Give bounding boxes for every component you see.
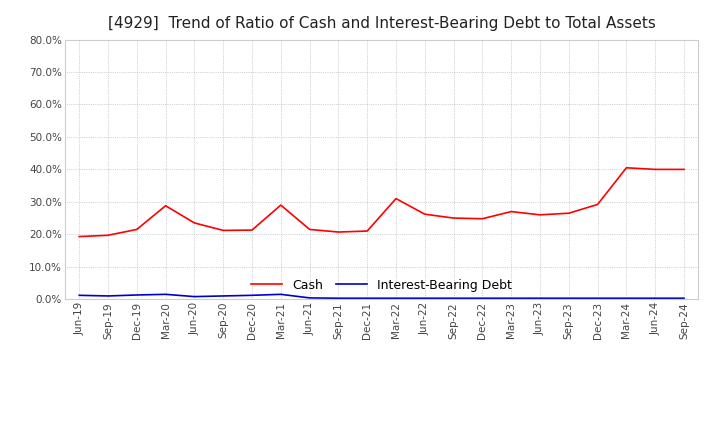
- Interest-Bearing Debt: [132, 292, 141, 297]
- Line: Cash: Cash: [79, 168, 684, 237]
- Cash: [161, 203, 170, 209]
- Cash: [75, 234, 84, 239]
- Interest-Bearing Debt: [363, 296, 372, 301]
- Interest-Bearing Debt: [564, 296, 573, 301]
- Interest-Bearing Debt: [248, 293, 256, 298]
- Interest-Bearing Debt: [507, 296, 516, 301]
- Interest-Bearing Debt: [305, 295, 314, 301]
- Cash: [622, 165, 631, 170]
- Interest-Bearing Debt: [536, 296, 544, 301]
- Interest-Bearing Debt: [593, 296, 602, 301]
- Interest-Bearing Debt: [276, 292, 285, 297]
- Interest-Bearing Debt: [75, 293, 84, 298]
- Interest-Bearing Debt: [449, 296, 458, 301]
- Cash: [593, 202, 602, 207]
- Interest-Bearing Debt: [420, 296, 429, 301]
- Title: [4929]  Trend of Ratio of Cash and Interest-Bearing Debt to Total Assets: [4929] Trend of Ratio of Cash and Intere…: [108, 16, 655, 32]
- Cash: [478, 216, 487, 221]
- Interest-Bearing Debt: [392, 296, 400, 301]
- Cash: [276, 202, 285, 208]
- Cash: [305, 227, 314, 232]
- Cash: [449, 216, 458, 221]
- Cash: [190, 220, 199, 226]
- Interest-Bearing Debt: [161, 292, 170, 297]
- Cash: [248, 227, 256, 233]
- Interest-Bearing Debt: [104, 293, 112, 299]
- Cash: [132, 227, 141, 232]
- Interest-Bearing Debt: [478, 296, 487, 301]
- Cash: [420, 212, 429, 217]
- Cash: [392, 196, 400, 201]
- Cash: [334, 229, 343, 235]
- Cash: [507, 209, 516, 214]
- Interest-Bearing Debt: [190, 294, 199, 299]
- Cash: [219, 228, 228, 233]
- Cash: [651, 167, 660, 172]
- Cash: [564, 211, 573, 216]
- Line: Interest-Bearing Debt: Interest-Bearing Debt: [79, 294, 684, 298]
- Cash: [104, 233, 112, 238]
- Cash: [536, 212, 544, 217]
- Interest-Bearing Debt: [680, 296, 688, 301]
- Interest-Bearing Debt: [622, 296, 631, 301]
- Cash: [680, 167, 688, 172]
- Interest-Bearing Debt: [334, 296, 343, 301]
- Cash: [363, 228, 372, 234]
- Legend: Cash, Interest-Bearing Debt: Cash, Interest-Bearing Debt: [245, 273, 518, 298]
- Interest-Bearing Debt: [651, 296, 660, 301]
- Interest-Bearing Debt: [219, 293, 228, 299]
